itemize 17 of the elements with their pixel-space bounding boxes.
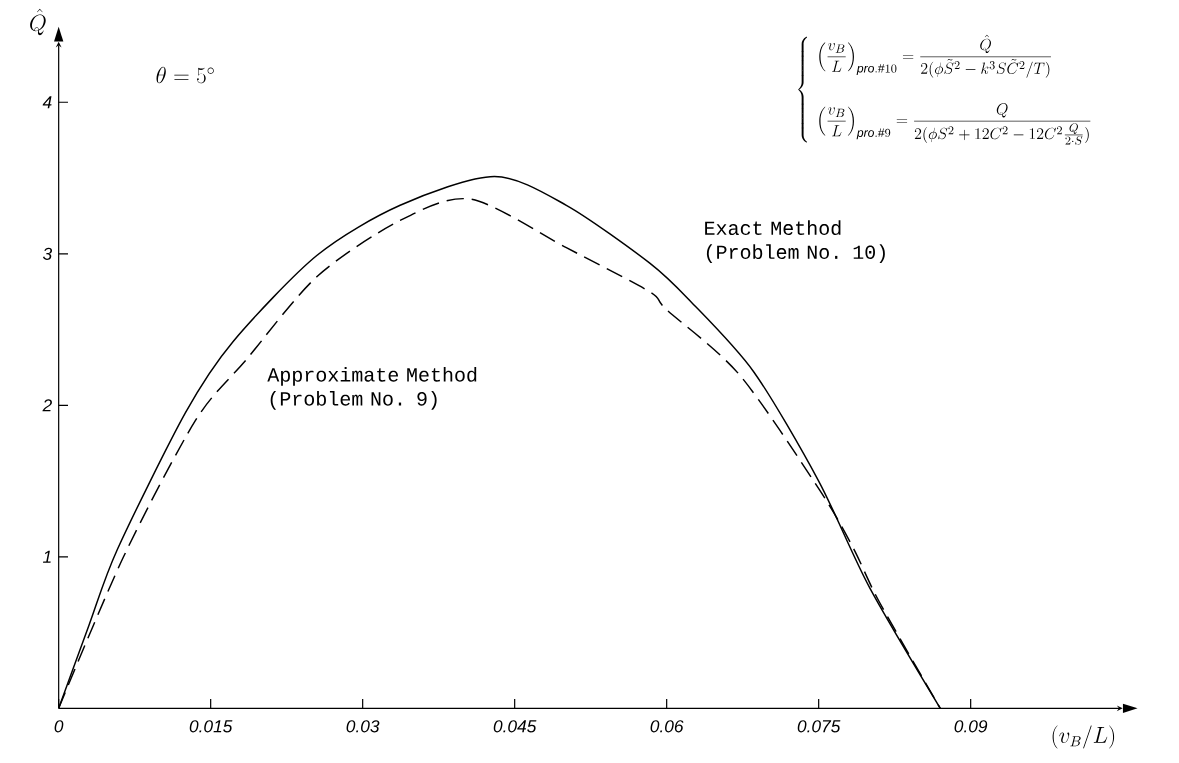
series-label: Exact Method (Problem No. 10) — [705, 220, 885, 263]
x-axis-title: $(v_B/L)$ — [1052, 725, 1115, 749]
y-tick-label: 1 — [42, 550, 51, 563]
y-tick-label: 2 — [42, 399, 52, 412]
x-tick-label: 0.075 — [797, 720, 841, 733]
y-tick-label: 3 — [42, 247, 53, 260]
series-label: Approximate Method (Problem No. 9) — [267, 367, 477, 410]
y-tick-label: 4 — [42, 96, 52, 109]
x-tick-label: 0.045 — [493, 720, 537, 733]
x-tick-label: 0.09 — [954, 720, 988, 733]
x-tick-label: 0 — [54, 720, 64, 733]
annotation: $\theta = 5^{\circ}$ — [156, 66, 214, 84]
x-tick-label: 0.03 — [346, 720, 380, 733]
y-axis-title: $\hat{Q}$ — [30, 8, 46, 36]
annotation: $\left\{\begin{array}{l}\left(\dfrac{v_B}{L}\right)_{\mathit{pro.}\#10}=\dfrac{\hat{Q}}{2(\phi\tilde{S}^{2}-k^{3}S\tilde{C}^{2}/T)}\\[4ex]\left(\dfrac{v_B}{L}\right)_{\mathit{pro.}\#9}=\dfrac{Q}{2(\phi S^{2}+12C^{2}-12C^{2}\frac{Q}{2\cdot S})}\end{array}\right.$ — [798, 34, 1091, 145]
x-tick-label: 0.015 — [189, 720, 233, 733]
x-tick-label: 0.06 — [650, 720, 684, 733]
